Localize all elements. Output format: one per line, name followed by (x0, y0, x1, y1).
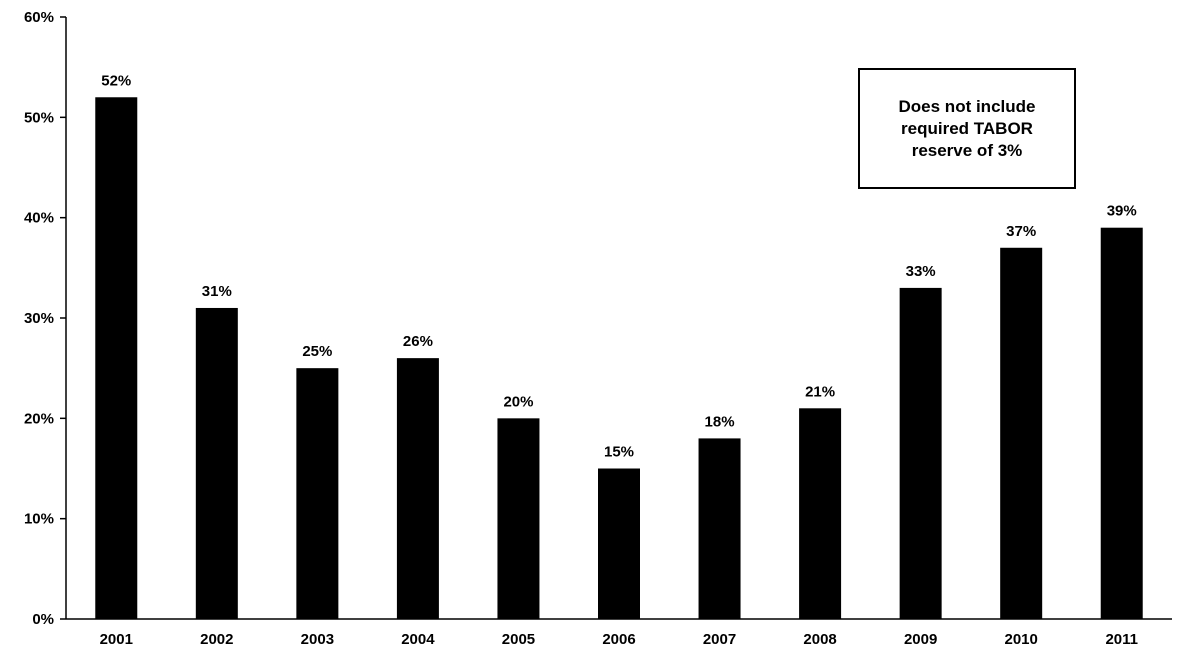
x-tick-label: 2006 (602, 631, 635, 648)
x-tick-label: 2010 (1004, 631, 1037, 648)
bar-2006 (598, 468, 640, 619)
data-label-2009: 33% (906, 263, 936, 280)
y-tick-label: 20% (24, 410, 54, 427)
bar-2008 (799, 408, 842, 619)
data-label-2006: 15% (604, 444, 634, 461)
y-tick-label: 60% (24, 9, 54, 26)
x-axis: 2001 2002 2003 2004 2005 2006 2007 2008 2009 2010… (66, 618, 1172, 648)
data-label-2007: 18% (705, 413, 735, 430)
data-label-2005: 20% (503, 393, 533, 410)
bar-2005 (497, 418, 540, 619)
x-tick-label: 2008 (803, 631, 836, 648)
bar-2010 (1000, 247, 1043, 619)
annotation-box: Does not include required TABOR reserve … (858, 68, 1076, 189)
y-tick-label: 30% (24, 310, 54, 327)
x-tick-label: 2003 (301, 631, 334, 648)
bar-2007 (698, 438, 741, 619)
bar-2009 (899, 287, 942, 619)
y-tick-label: 10% (24, 511, 54, 528)
x-tick-label: 2005 (502, 631, 535, 648)
bar-2004 (396, 358, 439, 619)
y-axis: 0% 10% 20% 30% 40% 50% 60% (24, 9, 67, 628)
y-tick-label: 0% (32, 611, 54, 628)
data-labels: 52% 31% 25% 26% 20% 15% 18% 21% 33% 37% 39% (101, 72, 1136, 460)
x-tick-label: 2002 (200, 631, 233, 648)
data-label-2010: 37% (1006, 223, 1036, 240)
data-label-2011: 39% (1107, 203, 1137, 220)
y-tick-label: 50% (24, 109, 54, 126)
bar-2001 (95, 97, 138, 620)
data-label-2008: 21% (805, 383, 835, 400)
x-tick-label: 2001 (100, 631, 133, 648)
x-tick-label: 2004 (401, 631, 435, 648)
x-tick-label: 2009 (904, 631, 937, 648)
x-tick-label: 2007 (703, 631, 736, 648)
data-label-2001: 52% (101, 72, 131, 89)
bar-2003 (296, 368, 339, 619)
x-tick-label: 2011 (1105, 631, 1138, 648)
y-tick-label: 40% (24, 210, 54, 227)
data-label-2004: 26% (403, 333, 433, 350)
data-label-2002: 31% (202, 283, 232, 300)
data-label-2003: 25% (302, 343, 332, 360)
bar-2002 (195, 307, 238, 619)
bar-2011 (1100, 227, 1143, 619)
annotation-text: Does not include required TABOR reserve … (898, 96, 1036, 160)
bars (95, 97, 1143, 620)
